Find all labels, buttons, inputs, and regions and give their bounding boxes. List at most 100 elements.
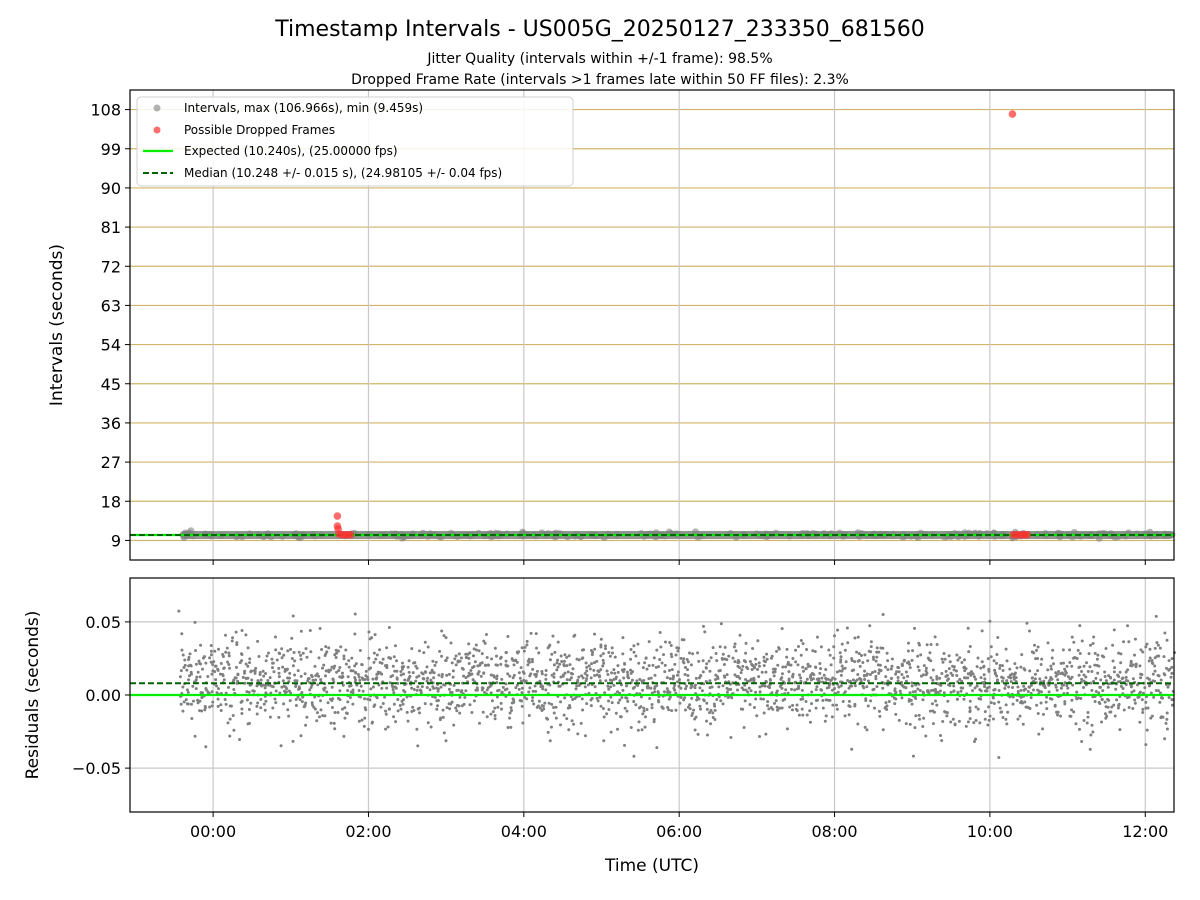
residual-point — [507, 691, 511, 695]
residual-point — [330, 685, 334, 689]
residual-point — [642, 709, 646, 713]
residual-point — [480, 688, 484, 692]
residual-point — [582, 648, 586, 652]
residual-point — [200, 696, 204, 700]
interval-point — [391, 530, 399, 538]
residual-point — [1118, 679, 1122, 683]
residual-point — [812, 673, 816, 677]
residual-point — [1121, 686, 1125, 690]
residual-point — [947, 667, 951, 671]
residual-point — [468, 673, 472, 677]
residual-point — [875, 646, 879, 650]
residual-point — [783, 681, 787, 685]
residual-point — [645, 667, 649, 671]
residual-point — [551, 634, 555, 638]
residual-point — [1100, 697, 1104, 701]
residual-point — [910, 658, 914, 662]
residual-point — [1102, 655, 1106, 659]
residual-point — [738, 633, 742, 637]
residual-point — [513, 659, 517, 663]
residual-point — [209, 653, 213, 657]
residual-point — [780, 627, 784, 631]
residual-point — [791, 674, 795, 678]
residual-point — [356, 672, 360, 676]
residual-point — [363, 716, 367, 720]
residual-point — [367, 630, 371, 634]
residual-point — [935, 642, 939, 646]
interval-point — [246, 530, 254, 538]
residual-point — [651, 663, 655, 667]
residual-point — [388, 681, 392, 685]
x-tick-label: 02:00 — [345, 822, 391, 841]
residual-point — [759, 697, 763, 701]
residual-point — [437, 673, 441, 677]
residual-point — [385, 646, 389, 650]
residual-point — [682, 657, 686, 661]
residual-point — [819, 645, 823, 649]
residual-point — [334, 648, 338, 652]
residual-point — [866, 679, 870, 683]
residual-point — [908, 662, 912, 666]
residual-point — [421, 672, 425, 676]
residual-point — [1080, 740, 1084, 744]
residual-point — [601, 652, 605, 656]
residual-point — [268, 715, 272, 719]
residual-point — [213, 649, 217, 653]
residual-point — [407, 659, 411, 663]
residual-point — [583, 671, 587, 675]
residual-point — [837, 685, 841, 689]
residual-point — [1082, 686, 1086, 690]
residual-point — [240, 659, 244, 663]
y-tick-label: 99 — [101, 140, 121, 159]
residual-point — [917, 713, 921, 717]
residual-point — [636, 683, 640, 687]
interval-point — [1107, 530, 1115, 538]
residual-point — [580, 697, 584, 701]
residual-point — [1054, 685, 1058, 689]
residual-point — [987, 718, 991, 722]
residual-point — [675, 680, 679, 684]
residual-point — [853, 636, 857, 640]
residual-point — [979, 676, 983, 680]
residual-point — [1139, 676, 1143, 680]
residual-point — [620, 696, 624, 700]
residual-point — [426, 676, 430, 680]
residual-point — [345, 711, 349, 715]
residual-point — [972, 721, 976, 725]
residual-point — [790, 708, 794, 712]
residual-point — [982, 673, 986, 677]
residual-point — [831, 676, 835, 680]
residual-point — [731, 656, 735, 660]
residual-point — [606, 672, 610, 676]
residual-point — [601, 664, 605, 668]
residual-point — [474, 643, 478, 647]
residual-point — [839, 660, 843, 664]
residual-point — [1078, 624, 1082, 628]
residual-point — [958, 677, 962, 681]
residual-point — [552, 711, 556, 715]
residual-point — [1070, 635, 1074, 639]
residual-point — [526, 663, 530, 667]
residual-point — [704, 680, 708, 684]
residual-point — [262, 674, 266, 678]
residual-point — [571, 697, 575, 701]
y-tick-label: 81 — [101, 218, 121, 237]
residual-point — [913, 690, 917, 694]
residual-point — [268, 676, 272, 680]
residual-point — [995, 661, 999, 665]
residual-point — [506, 726, 510, 730]
residual-point — [701, 659, 705, 663]
residual-point — [832, 656, 836, 660]
residual-point — [216, 687, 220, 691]
residual-point — [676, 670, 680, 674]
residual-point — [745, 679, 749, 683]
residual-point — [691, 652, 695, 656]
residual-point — [432, 686, 436, 690]
residual-point — [271, 661, 275, 665]
residual-point — [900, 662, 904, 666]
residual-point — [830, 688, 834, 692]
residual-point — [969, 673, 973, 677]
residual-point — [410, 686, 414, 690]
residual-point — [1087, 652, 1091, 656]
residual-point — [1022, 684, 1026, 688]
